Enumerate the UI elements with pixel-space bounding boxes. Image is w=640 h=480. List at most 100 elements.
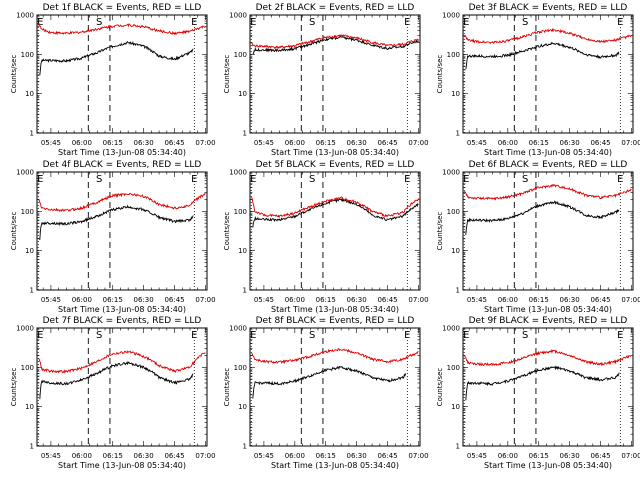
marker-label: S [309,17,315,28]
events-series-line [465,200,620,236]
x-tick-label: 06:15 [103,139,123,147]
y-tick-label: 1 [243,130,247,138]
x-tick-label: 06:45 [590,139,610,147]
plot-frame [462,171,634,291]
x-axis-label: Start Time (13-Jun-08 05:34:40) [484,148,612,157]
marker-label: E [191,174,197,185]
chart-title: Det 7f BLACK = Events, RED = LLD [43,316,202,326]
y-axis-label: Counts/sec [436,55,444,94]
marker-label: E [404,174,410,185]
marker-label: E [617,17,623,28]
x-tick-label: 07:00 [195,296,215,304]
y-tick-label: 1 [456,130,460,138]
x-tick-label: 07:00 [621,452,640,460]
marker-label: E [37,330,43,341]
lld-series-line [38,23,206,36]
lightcurve-panel: Det 7f BLACK = Events, RED = LLD 1 10 100 10… [10,316,216,470]
x-tick-label: 06:45 [590,452,610,460]
y-tick-label: 1000 [442,12,460,20]
y-tick-label: 1 [30,130,34,138]
y-tick-label: 1000 [229,325,247,333]
x-tick-label: 06:00 [498,296,518,304]
marker-label: E [463,330,469,341]
plot-frame [249,14,421,134]
y-tick-label: 10 [238,247,247,255]
marker-label: E [250,330,256,341]
y-axis-label: Counts/sec [436,368,444,407]
plot-frame [249,171,421,291]
marker-label: E [463,174,469,185]
y-tick-label: 1000 [16,169,34,177]
lld-series-line [38,192,206,213]
x-tick-label: 05:45 [41,296,61,304]
y-tick-label: 1000 [229,12,247,20]
lightcurve-panel: Det 4f BLACK = Events, RED = LLD 1 10 100 10… [10,160,216,314]
y-tick-label: 10 [25,247,34,255]
lld-series-line [251,33,419,50]
lld-series-line [464,28,632,45]
y-tick-label: 100 [21,208,34,216]
marker-label: S [522,174,528,185]
lld-series-line [464,348,632,367]
x-axis-label: Start Time (13-Jun-08 05:34:40) [271,148,399,157]
lld-series-line [251,196,419,219]
plot-frame [249,327,421,447]
lightcurve-panel: Det 5f BLACK = Events, RED = LLD 1 10 100 10… [223,160,429,314]
x-tick-label: 06:45 [164,139,184,147]
y-tick-label: 1000 [442,325,460,333]
chart-title: Det 6f BLACK = Events, RED = LLD [469,160,628,170]
x-tick-label: 05:45 [254,452,274,460]
lld-series-line [251,348,419,365]
x-tick-label: 06:15 [103,296,123,304]
y-tick-label: 1000 [16,12,34,20]
marker-label: E [37,174,43,185]
x-tick-label: 06:15 [316,139,336,147]
x-axis-label: Start Time (13-Jun-08 05:34:40) [58,148,186,157]
marker-label: E [191,17,197,28]
events-series-line [252,35,419,55]
x-tick-label: 06:00 [498,452,518,460]
marker-label: S [96,174,102,185]
y-tick-label: 1 [243,443,247,451]
x-tick-label: 06:00 [72,452,92,460]
lightcurve-panel: Det 1f BLACK = Events, RED = LLD 1 10 100 10… [10,3,216,157]
chart-title: Det 5f BLACK = Events, RED = LLD [256,160,415,170]
y-axis-label: Counts/sec [10,212,18,251]
lightcurve-panel: Det 3f BLACK = Events, RED = LLD 1 10 100 10… [436,3,640,157]
events-series-line [252,365,407,399]
y-axis-label: Counts/sec [223,55,231,94]
lld-series-line [38,350,206,375]
y-tick-label: 1 [456,443,460,451]
x-tick-label: 06:15 [316,296,336,304]
chart-title: Det 4f BLACK = Events, RED = LLD [43,160,202,170]
y-axis-label: Counts/sec [10,55,18,94]
y-tick-label: 1 [243,287,247,295]
y-tick-label: 10 [451,247,460,255]
y-tick-label: 10 [25,90,34,98]
y-tick-label: 10 [238,403,247,411]
marker-label: E [37,17,43,28]
x-tick-label: 07:00 [408,139,428,147]
x-tick-label: 06:00 [285,296,305,304]
x-axis-label: Start Time (13-Jun-08 05:34:40) [271,305,399,314]
x-tick-label: 06:30 [134,296,154,304]
lightcurve-panel: Det 9f BLACK = Events, RED = LLD 1 10 100 10… [436,316,640,470]
x-axis-label: Start Time (13-Jun-08 05:34:40) [58,305,186,314]
x-tick-label: 06:00 [72,139,92,147]
x-tick-label: 05:45 [467,452,487,460]
x-tick-label: 06:45 [377,296,397,304]
x-tick-label: 06:45 [377,452,397,460]
marker-label: E [617,330,623,341]
x-tick-label: 07:00 [408,452,428,460]
marker-label: S [96,17,102,28]
x-tick-label: 06:00 [72,296,92,304]
marker-label: S [309,174,315,185]
marker-label: E [250,174,256,185]
events-series-line [252,197,419,228]
marker-label: S [522,330,528,341]
x-tick-label: 06:45 [164,296,184,304]
lld-series-line [464,184,632,201]
x-tick-label: 07:00 [195,139,215,147]
x-tick-label: 05:45 [41,452,61,460]
